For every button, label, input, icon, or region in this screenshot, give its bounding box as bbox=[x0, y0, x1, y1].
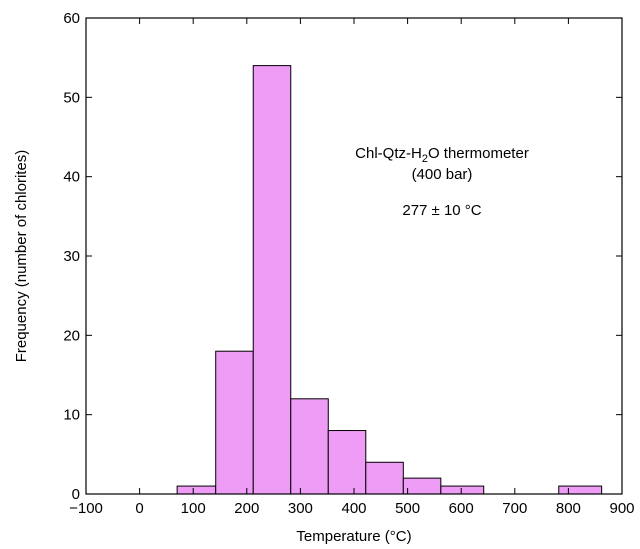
histogram-bar-5 bbox=[327, 430, 367, 495]
x-tick-label-6: 500 bbox=[395, 500, 420, 517]
y-tick-label-6: 60 bbox=[63, 10, 80, 27]
annotation-thermometer-prefix: Chl-Qtz-H bbox=[355, 145, 422, 162]
y-tick-label-2: 20 bbox=[63, 327, 80, 344]
x-tick-label-2: 100 bbox=[181, 500, 206, 517]
x-tick-label-0: −100 bbox=[69, 500, 103, 517]
x-tick-label-4: 300 bbox=[288, 500, 313, 517]
histogram-bar-4 bbox=[290, 398, 329, 495]
x-tick-label-1: 0 bbox=[135, 500, 143, 517]
y-tick-label-3: 30 bbox=[63, 248, 80, 265]
histogram-bar-8 bbox=[440, 485, 485, 495]
annotation-thermometer-suffix: O thermometer bbox=[428, 145, 529, 162]
annotation-thermometer-subscript: 2 bbox=[422, 153, 428, 165]
x-tick-label-9: 800 bbox=[556, 500, 581, 517]
histogram-bar-2 bbox=[215, 350, 254, 495]
x-tick-label-8: 700 bbox=[502, 500, 527, 517]
x-tick-label-3: 200 bbox=[234, 500, 259, 517]
annotation-block: Chl-Qtz-H2O thermometer (400 bar) 277 ± … bbox=[355, 145, 529, 219]
annotation-temperature: 277 ± 10 °C bbox=[402, 202, 481, 219]
x-tick-label-7: 600 bbox=[449, 500, 474, 517]
y-tick-label-0: 0 bbox=[72, 486, 80, 503]
annotation-thermometer: Chl-Qtz-H2O thermometer bbox=[355, 145, 529, 165]
x-tick-label-5: 400 bbox=[341, 500, 366, 517]
histogram-bar-1 bbox=[176, 485, 217, 495]
histogram-bar-7 bbox=[402, 477, 442, 495]
y-tick-label-4: 40 bbox=[63, 169, 80, 186]
histogram-bar-6 bbox=[365, 461, 404, 495]
y-axis-ticks: 0 10 20 30 40 50 60 bbox=[63, 10, 622, 503]
x-axis-title: Temperature (°C) bbox=[296, 528, 411, 545]
annotation-pressure: (400 bar) bbox=[412, 166, 473, 183]
x-tick-label-10: 900 bbox=[609, 500, 634, 517]
histogram-bar-3 bbox=[252, 65, 292, 495]
y-tick-label-1: 10 bbox=[63, 407, 80, 424]
bars-group bbox=[176, 65, 603, 495]
y-tick-label-5: 50 bbox=[63, 89, 80, 106]
y-axis-title: Frequency (number of chlorites) bbox=[13, 150, 30, 363]
x-axis-ticks: −100 0 100 200 300 400 500 600 700 800 900 bbox=[69, 18, 635, 517]
histogram-bar-9 bbox=[558, 485, 603, 495]
